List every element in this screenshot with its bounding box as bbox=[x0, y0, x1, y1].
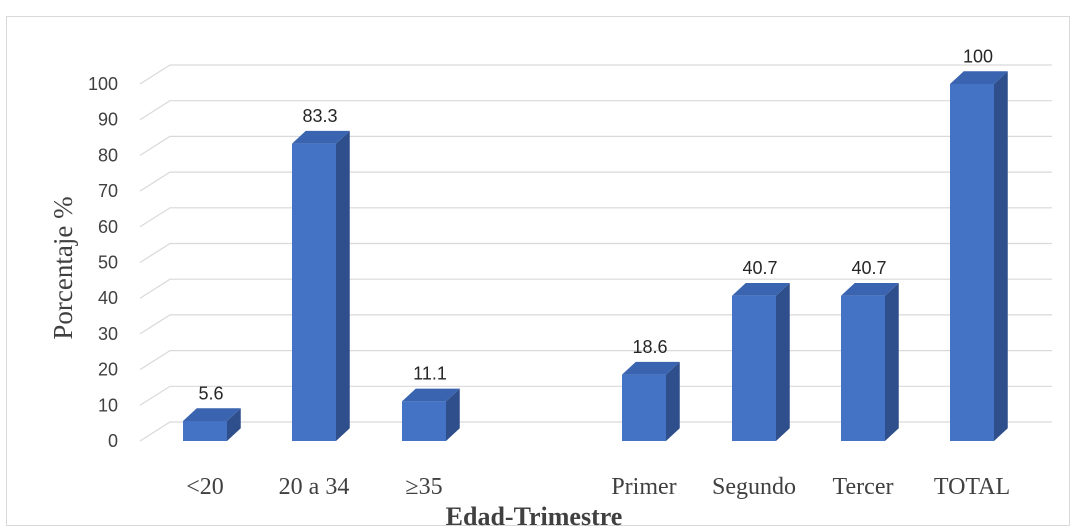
x-axis-categories: <20 20 a 34 ≥35 Primer Segundo Tercer TOTAL bbox=[186, 474, 1010, 500]
bar-front-face bbox=[950, 84, 994, 441]
bar-front-face bbox=[732, 295, 776, 441]
y-axis-ticks: 0 10 20 30 40 50 60 70 80 90 100 bbox=[88, 74, 118, 451]
bar-top-face bbox=[183, 408, 241, 422]
data-label: 100 bbox=[963, 46, 993, 66]
bars bbox=[183, 71, 1008, 441]
bar-top-face bbox=[732, 282, 790, 296]
bar-side-face bbox=[227, 408, 241, 441]
y-tick-label: 60 bbox=[98, 217, 118, 237]
category-label: TOTAL bbox=[934, 474, 1010, 500]
gridline bbox=[139, 278, 1052, 299]
bar-top-face bbox=[402, 388, 460, 402]
bar-top-face bbox=[841, 282, 899, 296]
y-tick-label: 70 bbox=[98, 181, 118, 201]
bar-front-face bbox=[183, 421, 227, 441]
gridline bbox=[139, 242, 1052, 264]
gridline bbox=[139, 207, 1052, 228]
data-label: 83.3 bbox=[302, 106, 337, 126]
gridline bbox=[139, 314, 1052, 335]
category-label: <20 bbox=[186, 474, 224, 500]
y-tick-label: 40 bbox=[98, 288, 118, 308]
y-tick-label: 50 bbox=[98, 253, 118, 273]
bar bbox=[292, 130, 350, 441]
bar-side-face bbox=[885, 282, 899, 441]
y-tick-label: 100 bbox=[88, 74, 118, 94]
category-label: Primer bbox=[611, 474, 676, 500]
bar-front-face bbox=[292, 143, 336, 441]
gridline bbox=[139, 171, 1052, 192]
y-tick-label: 90 bbox=[98, 110, 118, 130]
gridline bbox=[139, 421, 1052, 442]
bar-front-face bbox=[841, 295, 885, 441]
gridline bbox=[139, 100, 1052, 121]
bar bbox=[841, 282, 899, 441]
y-tick-label: 80 bbox=[98, 145, 118, 165]
bar bbox=[402, 388, 460, 441]
category-label: Segundo bbox=[712, 474, 796, 500]
bar bbox=[950, 71, 1008, 441]
gridline bbox=[139, 64, 1052, 85]
bar-side-face bbox=[336, 130, 350, 441]
y-axis-title: Porcentaje % bbox=[48, 196, 78, 339]
data-label: 5.6 bbox=[198, 383, 223, 403]
gridline bbox=[139, 350, 1052, 371]
bar-front-face bbox=[622, 374, 666, 441]
bar bbox=[622, 361, 680, 441]
bar-side-face bbox=[994, 71, 1008, 441]
bar-top-face bbox=[622, 361, 680, 375]
data-label: 40.7 bbox=[742, 258, 777, 278]
x-axis-title: Edad-Trimestre bbox=[446, 502, 623, 529]
bar-side-face bbox=[776, 282, 790, 441]
bar-side-face bbox=[446, 388, 460, 441]
gridline bbox=[139, 135, 1052, 156]
category-label: 20 a 34 bbox=[279, 474, 350, 500]
y-tick-label: 0 bbox=[108, 431, 118, 451]
bar-top-face bbox=[950, 71, 1008, 84]
bar-top-face bbox=[292, 130, 350, 144]
bar-side-face bbox=[666, 361, 680, 441]
gridline bbox=[139, 385, 1052, 406]
data-label: 11.1 bbox=[413, 364, 447, 384]
y-tick-label: 30 bbox=[98, 324, 118, 344]
bar bbox=[732, 282, 790, 441]
data-labels: 5.6 83.3 11.1 18.6 40.7 40.7 100 bbox=[198, 46, 993, 403]
data-label: 40.7 bbox=[851, 258, 886, 278]
y-tick-label: 20 bbox=[98, 360, 118, 380]
gridlines bbox=[139, 64, 1052, 442]
bar bbox=[183, 408, 241, 441]
category-label: Tercer bbox=[833, 474, 894, 500]
category-label: ≥35 bbox=[405, 474, 442, 500]
data-label: 18.6 bbox=[632, 337, 667, 357]
bar-front-face bbox=[402, 401, 446, 441]
y-tick-label: 10 bbox=[98, 395, 118, 415]
